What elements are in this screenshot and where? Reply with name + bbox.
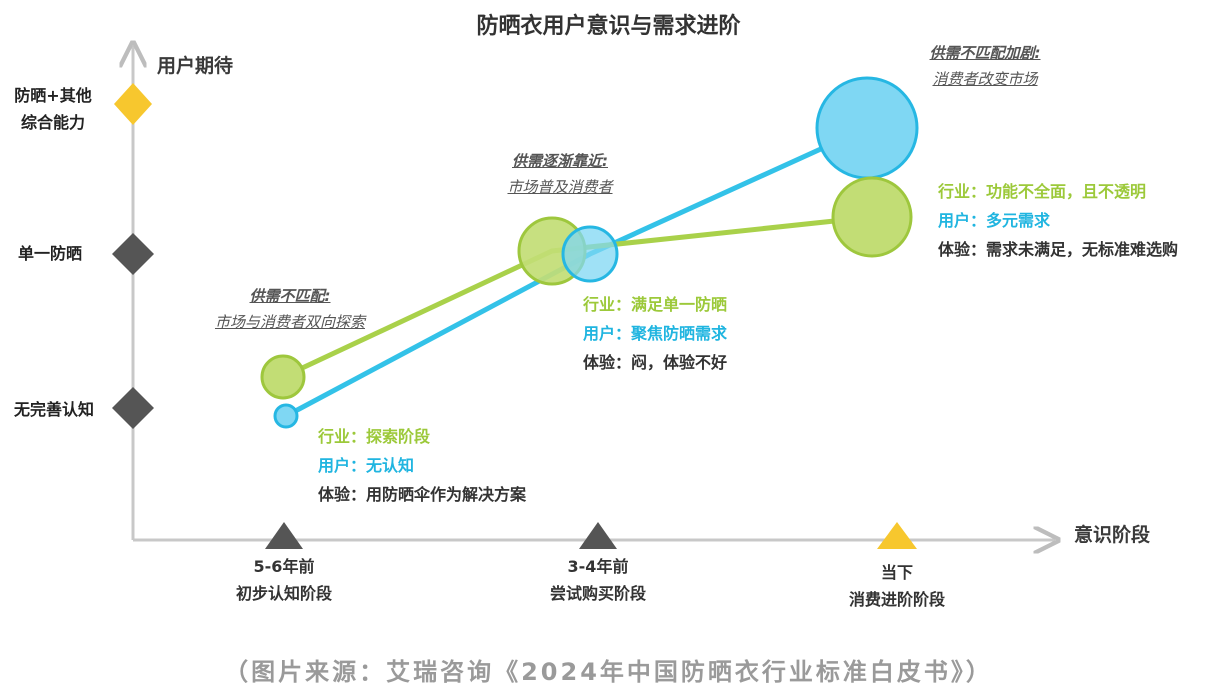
user-bubble-stage-3 (815, 76, 919, 180)
callout-stage-1-heading: 供需不匹配: (249, 287, 331, 305)
x-label-stage-1: 5-6年前 初步认知阶段 (204, 553, 364, 607)
y-label-single: 单一防晒 (17, 244, 82, 263)
info-stage-2-industry: 行业：满足单一防晒 (583, 295, 728, 314)
y-label-none: 无完善认知 (13, 400, 94, 419)
x-label-stage-2-name: 尝试购买阶段 (549, 584, 646, 603)
info-stage-1-user: 用户：无认知 (318, 456, 415, 475)
user-bubble-stage-1 (273, 403, 299, 429)
info-stage-3-user: 用户：多元需求 (938, 211, 1051, 230)
callout-stage-3: 供需不匹配加剧: 消费者改变市场 (900, 40, 1070, 92)
industry-bubble-stage-3 (831, 176, 913, 258)
x-marker-stage-2 (579, 522, 617, 549)
info-stage-3-experience: 体验：需求未满足，无标准难选购 (938, 240, 1179, 259)
callout-stage-3-text: 消费者改变市场 (932, 70, 1038, 88)
y-label-comprehensive-line1: 防晒+其他 (14, 86, 92, 105)
info-stage-2-experience: 体验：闷，体验不好 (583, 353, 728, 372)
callout-stage-1: 供需不匹配: 市场与消费者双向探索 (190, 283, 390, 335)
diagram-title: 防晒衣用户意识与需求进阶 (476, 14, 741, 39)
user-bubble-stage-2 (561, 225, 619, 283)
callout-stage-2-text: 市场普及消费者 (507, 178, 613, 196)
source-caption: （图片来源：艾瑞咨询《2024年中国防晒衣行业标准白皮书》） (224, 658, 993, 686)
y-axis-title: 用户期待 (157, 55, 234, 77)
x-marker-stage-3 (877, 522, 917, 549)
y-label-comprehensive: 防晒+其他 综合能力 (0, 82, 106, 136)
y-marker-none (112, 387, 154, 429)
x-label-stage-2-time: 3-4年前 (567, 557, 629, 576)
industry-bubble-stage-1 (260, 354, 306, 400)
callout-stage-3-heading: 供需不匹配加剧: (929, 44, 1041, 62)
y-marker-single (112, 233, 154, 275)
x-label-stage-3: 当下 消费进阶阶段 (817, 559, 977, 613)
info-stage-2-user: 用户：聚焦防晒需求 (583, 324, 728, 343)
x-label-stage-3-name: 消费进阶阶段 (848, 590, 945, 609)
info-block-stage-2: 行业：满足单一防晒 用户：聚焦防晒需求 体验：闷，体验不好 (583, 290, 727, 377)
x-label-stage-1-time: 5-6年前 (253, 557, 315, 576)
x-axis-title: 意识阶段 (1074, 524, 1151, 546)
info-stage-3-industry: 行业：功能不全面，且不透明 (938, 182, 1147, 201)
callout-stage-2: 供需逐渐靠近: 市场普及消费者 (480, 148, 640, 200)
x-marker-stage-1 (265, 522, 303, 549)
callout-stage-1-text: 市场与消费者双向探索 (214, 313, 365, 331)
info-stage-1-experience: 体验：用防晒伞作为解决方案 (318, 485, 527, 504)
y-marker-comprehensive (114, 83, 152, 125)
x-label-stage-2: 3-4年前 尝试购买阶段 (518, 553, 678, 607)
x-label-stage-1-name: 初步认知阶段 (235, 584, 332, 603)
y-label-comprehensive-line2: 综合能力 (20, 113, 85, 132)
info-block-stage-1: 行业：探索阶段 用户：无认知 体验：用防晒伞作为解决方案 (318, 422, 526, 509)
info-block-stage-3: 行业：功能不全面，且不透明 用户：多元需求 体验：需求未满足，无标准难选购 (938, 177, 1178, 264)
x-label-stage-3-time: 当下 (880, 563, 913, 582)
callout-stage-2-heading: 供需逐渐靠近: (512, 152, 608, 170)
info-stage-1-industry: 行业：探索阶段 (318, 427, 431, 446)
